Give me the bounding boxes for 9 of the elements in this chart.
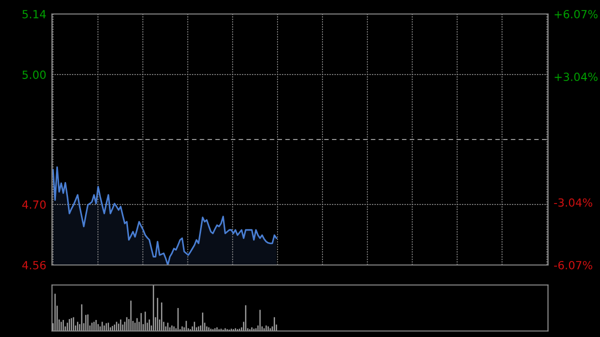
y2-tick-label: -3.04% (554, 198, 592, 207)
y-tick-label: 4.70 (22, 200, 46, 209)
y-tick-label: 4.56 (22, 260, 46, 270)
line-series (52, 166, 278, 265)
y-tick-label: 5.00 (22, 70, 46, 79)
y2-tick-label: -6.07% (554, 260, 592, 270)
y2-tick-label: +3.04% (554, 72, 598, 82)
y-tick-label: 5.14 (22, 10, 46, 18)
y2-tick-label: +6.07% (554, 10, 598, 18)
